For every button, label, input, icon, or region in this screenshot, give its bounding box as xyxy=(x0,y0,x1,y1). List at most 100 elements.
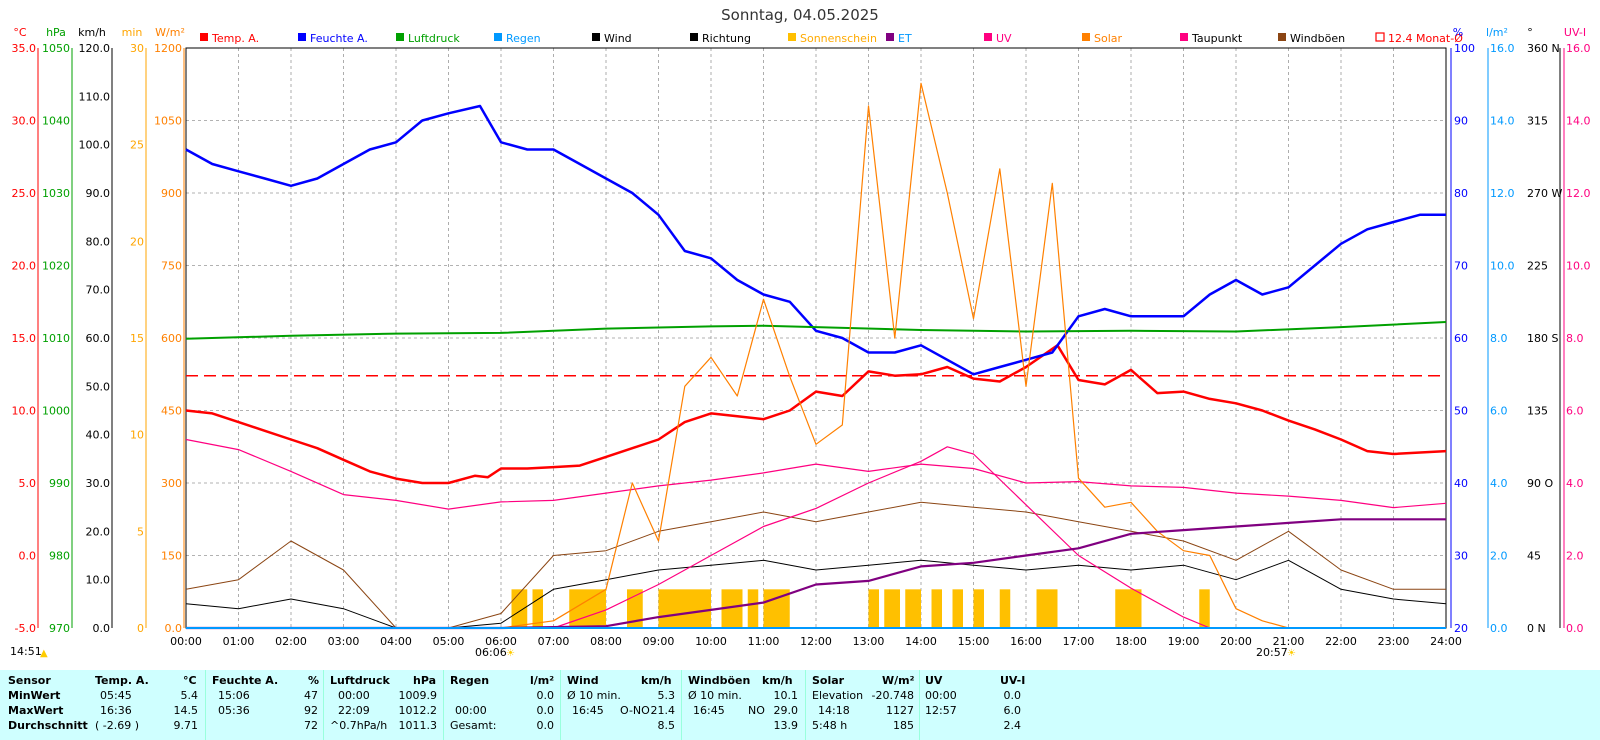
axis-unit: hPa xyxy=(46,26,66,39)
axis-tick-label: 35.0 xyxy=(12,42,37,55)
axis-tick-label: 25 xyxy=(130,139,144,152)
axis-tick-label: 10.0 xyxy=(1490,260,1515,273)
stats-header-wind: Wind xyxy=(567,674,599,687)
axis-tick-label: 0.0 xyxy=(165,622,183,635)
axis-tick-label: 10.0 xyxy=(86,574,111,587)
x-tick-label: 22:00 xyxy=(1325,635,1357,648)
sunset-label: 20:57 xyxy=(1256,646,1288,659)
axis-tick-label: 315 xyxy=(1527,115,1548,128)
rain-max-time: 00:00 xyxy=(455,704,487,717)
legend-swatch xyxy=(1375,32,1385,42)
x-tick-label: 24:00 xyxy=(1430,635,1462,648)
sunshine-bar xyxy=(931,589,942,628)
axis-tick-label: 1050 xyxy=(42,42,70,55)
axis-tick-label: 10 xyxy=(130,429,144,442)
solar-avg: 185 xyxy=(893,719,914,732)
axis-tick-label: 750 xyxy=(161,260,182,273)
stats-header-rain: Regen xyxy=(450,674,490,687)
axis-tick-label: 970 xyxy=(49,622,70,635)
legend-swatch xyxy=(1082,33,1090,41)
x-tick-label: 10:00 xyxy=(695,635,727,648)
sunshine-bar xyxy=(747,589,759,628)
legend-label: ET xyxy=(898,32,912,45)
hum-max-time: 05:36 xyxy=(218,704,250,717)
gust-max-time: 16:45 xyxy=(693,704,725,717)
sunshine-bar xyxy=(905,589,921,628)
rain-total-label: Gesamt: xyxy=(450,719,497,732)
axis-tick-label: 1000 xyxy=(42,405,70,418)
x-tick-label: 00:00 xyxy=(170,635,202,648)
axis-tick-label: 0.0 xyxy=(93,622,111,635)
statistics-table: Sensor MinWert MaxWert Durchschnitt Temp… xyxy=(0,670,1600,740)
stats-row-min: MinWert xyxy=(8,689,61,702)
legend-label: Solar xyxy=(1094,32,1123,45)
legend-swatch xyxy=(396,33,404,41)
axis-rain: l/m² 16.0 14.0 12.0 10.0 8.0 6.0 4.0 2.0 0.0 xyxy=(1486,26,1514,635)
axis-unit: % xyxy=(1453,26,1463,39)
axes: °C 35.0 30.0 25.0 20.0 15.0 10.0 5.0 0.0 -5.0 hPa 1… xyxy=(12,26,1591,635)
legend-swatch xyxy=(886,33,894,41)
axis-tick-label: 2.0 xyxy=(1566,550,1584,563)
axis-tick-label: 1010 xyxy=(42,332,70,345)
legend-swatch xyxy=(200,33,208,41)
hum-min: 47 xyxy=(304,689,318,702)
sunshine-bar xyxy=(532,589,543,628)
solar-max: 1127 xyxy=(886,704,914,717)
legend-swatch xyxy=(494,33,502,41)
stats-header-gust: Windböen xyxy=(688,674,751,687)
axis-tick-label: 12.0 xyxy=(1490,187,1515,200)
axis-tick-label: 1050 xyxy=(154,115,182,128)
axis-tick-label: 14.0 xyxy=(1490,115,1515,128)
axis-tick-label: 14.0 xyxy=(1566,115,1591,128)
legend-item: Luftdruck xyxy=(396,32,460,45)
series-temp-a- xyxy=(185,344,1447,485)
sunshine-bar xyxy=(999,589,1011,628)
sunshine-bar xyxy=(973,589,984,628)
stats-header-temp: Temp. A. xyxy=(95,674,149,687)
legend-item: Windböen xyxy=(1278,32,1345,45)
axis-tick-label: 20 xyxy=(130,235,144,248)
stats-unit-press: hPa xyxy=(413,674,437,687)
legend-label: 12.4 Monat-Ø xyxy=(1388,32,1463,45)
axis-tick-label: 300 xyxy=(161,477,182,490)
axis-tick-label: 6.0 xyxy=(1490,405,1508,418)
series-group xyxy=(185,82,1447,630)
axis-humidity: % 100 90 80 70 60 50 40 30 20 xyxy=(1450,26,1475,635)
axis-tick-label: 2.0 xyxy=(1490,550,1508,563)
grid xyxy=(185,47,1447,629)
axis-tick-label: 30 xyxy=(130,42,144,55)
x-tick-label: 01:00 xyxy=(223,635,255,648)
x-tick-label: 07:00 xyxy=(538,635,570,648)
sunshine-bar xyxy=(952,589,963,628)
x-tick-label: 06:00 xyxy=(485,635,517,648)
x-tick-label: 05:00 xyxy=(433,635,465,648)
x-tick-label: 11:00 xyxy=(748,635,780,648)
axis-tick-label: 30.0 xyxy=(12,115,37,128)
stats-unit-wind: km/h xyxy=(641,674,672,687)
sunshine-bars xyxy=(511,589,1210,628)
x-tick-label: 20:00 xyxy=(1220,635,1252,648)
axis-tick-label: 450 xyxy=(161,405,182,418)
press-min-time: 00:00 xyxy=(338,689,370,702)
axis-tick-label: 225 xyxy=(1527,260,1548,273)
legend-swatch xyxy=(298,33,306,41)
sunshine-bar xyxy=(1115,589,1142,628)
axis-tick-label: 30.0 xyxy=(86,477,111,490)
series-luftdruck xyxy=(185,321,1447,340)
axis-tick-label: 5.0 xyxy=(19,477,37,490)
axis-tick-label: 1040 xyxy=(42,115,70,128)
sunrise-icon: ☀ xyxy=(506,648,515,659)
gust-avg: 13.9 xyxy=(773,719,799,732)
axis-tick-label: 100.0 xyxy=(79,139,111,152)
axis-unit: min xyxy=(122,26,143,39)
x-tick-label: 09:00 xyxy=(643,635,675,648)
series-solar xyxy=(186,82,1446,629)
axis-solar: W/m² 1200 1050 900 750 600 450 300 150 0.0 xyxy=(154,26,185,635)
solar-sun-hours: 5:48 h xyxy=(812,719,848,732)
legend-label: Wind xyxy=(604,32,632,45)
x-tick-label: 19:00 xyxy=(1168,635,1200,648)
stats-row-avg: Durchschnitt xyxy=(8,719,88,732)
axis-tick-label: 8.0 xyxy=(1490,332,1508,345)
x-axis-labels: 00:00 01:00 02:00 03:00 04:00 05:00 06:00 07:00… xyxy=(170,635,1462,648)
solar-min: -20.748 xyxy=(871,689,914,702)
